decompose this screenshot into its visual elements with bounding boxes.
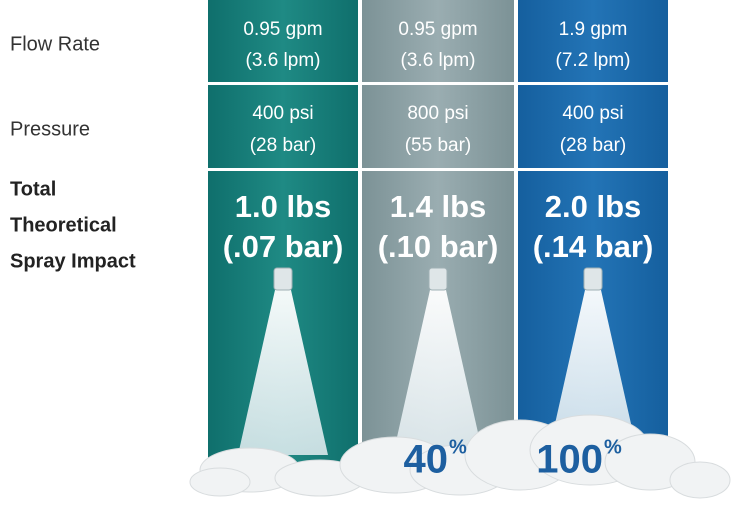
row-divider: [205, 168, 675, 171]
impact-value: 1.0 lbs: [235, 189, 332, 224]
impact-value: (.14 bar): [533, 229, 654, 264]
spray-cone: [393, 290, 483, 455]
cell-text: 1.9 gpm: [559, 19, 628, 40]
cell-text: 400 psi: [252, 103, 313, 124]
nozzle: [428, 267, 448, 291]
impact-value: (.07 bar): [223, 229, 344, 264]
cell-text: (7.2 lpm): [556, 50, 631, 71]
cell-text: (28 bar): [560, 135, 627, 156]
cell-text: 0.95 gpm: [243, 19, 322, 40]
percent-sign: %: [449, 436, 467, 458]
impact-value: 2.0 lbs: [545, 189, 642, 224]
spray-cone: [548, 290, 638, 455]
impact-value: 1.4 lbs: [390, 189, 487, 224]
nozzle: [273, 267, 293, 291]
impact-label: Theoretical: [10, 214, 117, 236]
percentage: 40: [404, 438, 449, 482]
cell-text: (3.6 lpm): [246, 50, 321, 71]
impact-label: Spray Impact: [10, 250, 136, 272]
cell-text: (3.6 lpm): [401, 50, 476, 71]
nozzle: [583, 267, 603, 291]
spray-cone: [238, 290, 328, 455]
impact-label: Total: [10, 178, 56, 200]
row-divider: [205, 82, 675, 85]
percentage: 100: [536, 438, 603, 482]
cloud: [189, 467, 251, 497]
cell-text: 800 psi: [407, 103, 468, 124]
cell-text: 0.95 gpm: [398, 19, 477, 40]
row-label: Pressure: [10, 118, 90, 140]
cell-text: (28 bar): [250, 135, 317, 156]
cell-text: 400 psi: [562, 103, 623, 124]
percent-sign: %: [604, 436, 622, 458]
row-label: Flow Rate: [10, 33, 100, 55]
cell-text: (55 bar): [405, 135, 472, 156]
impact-value: (.10 bar): [378, 229, 499, 264]
cloud: [669, 461, 731, 499]
